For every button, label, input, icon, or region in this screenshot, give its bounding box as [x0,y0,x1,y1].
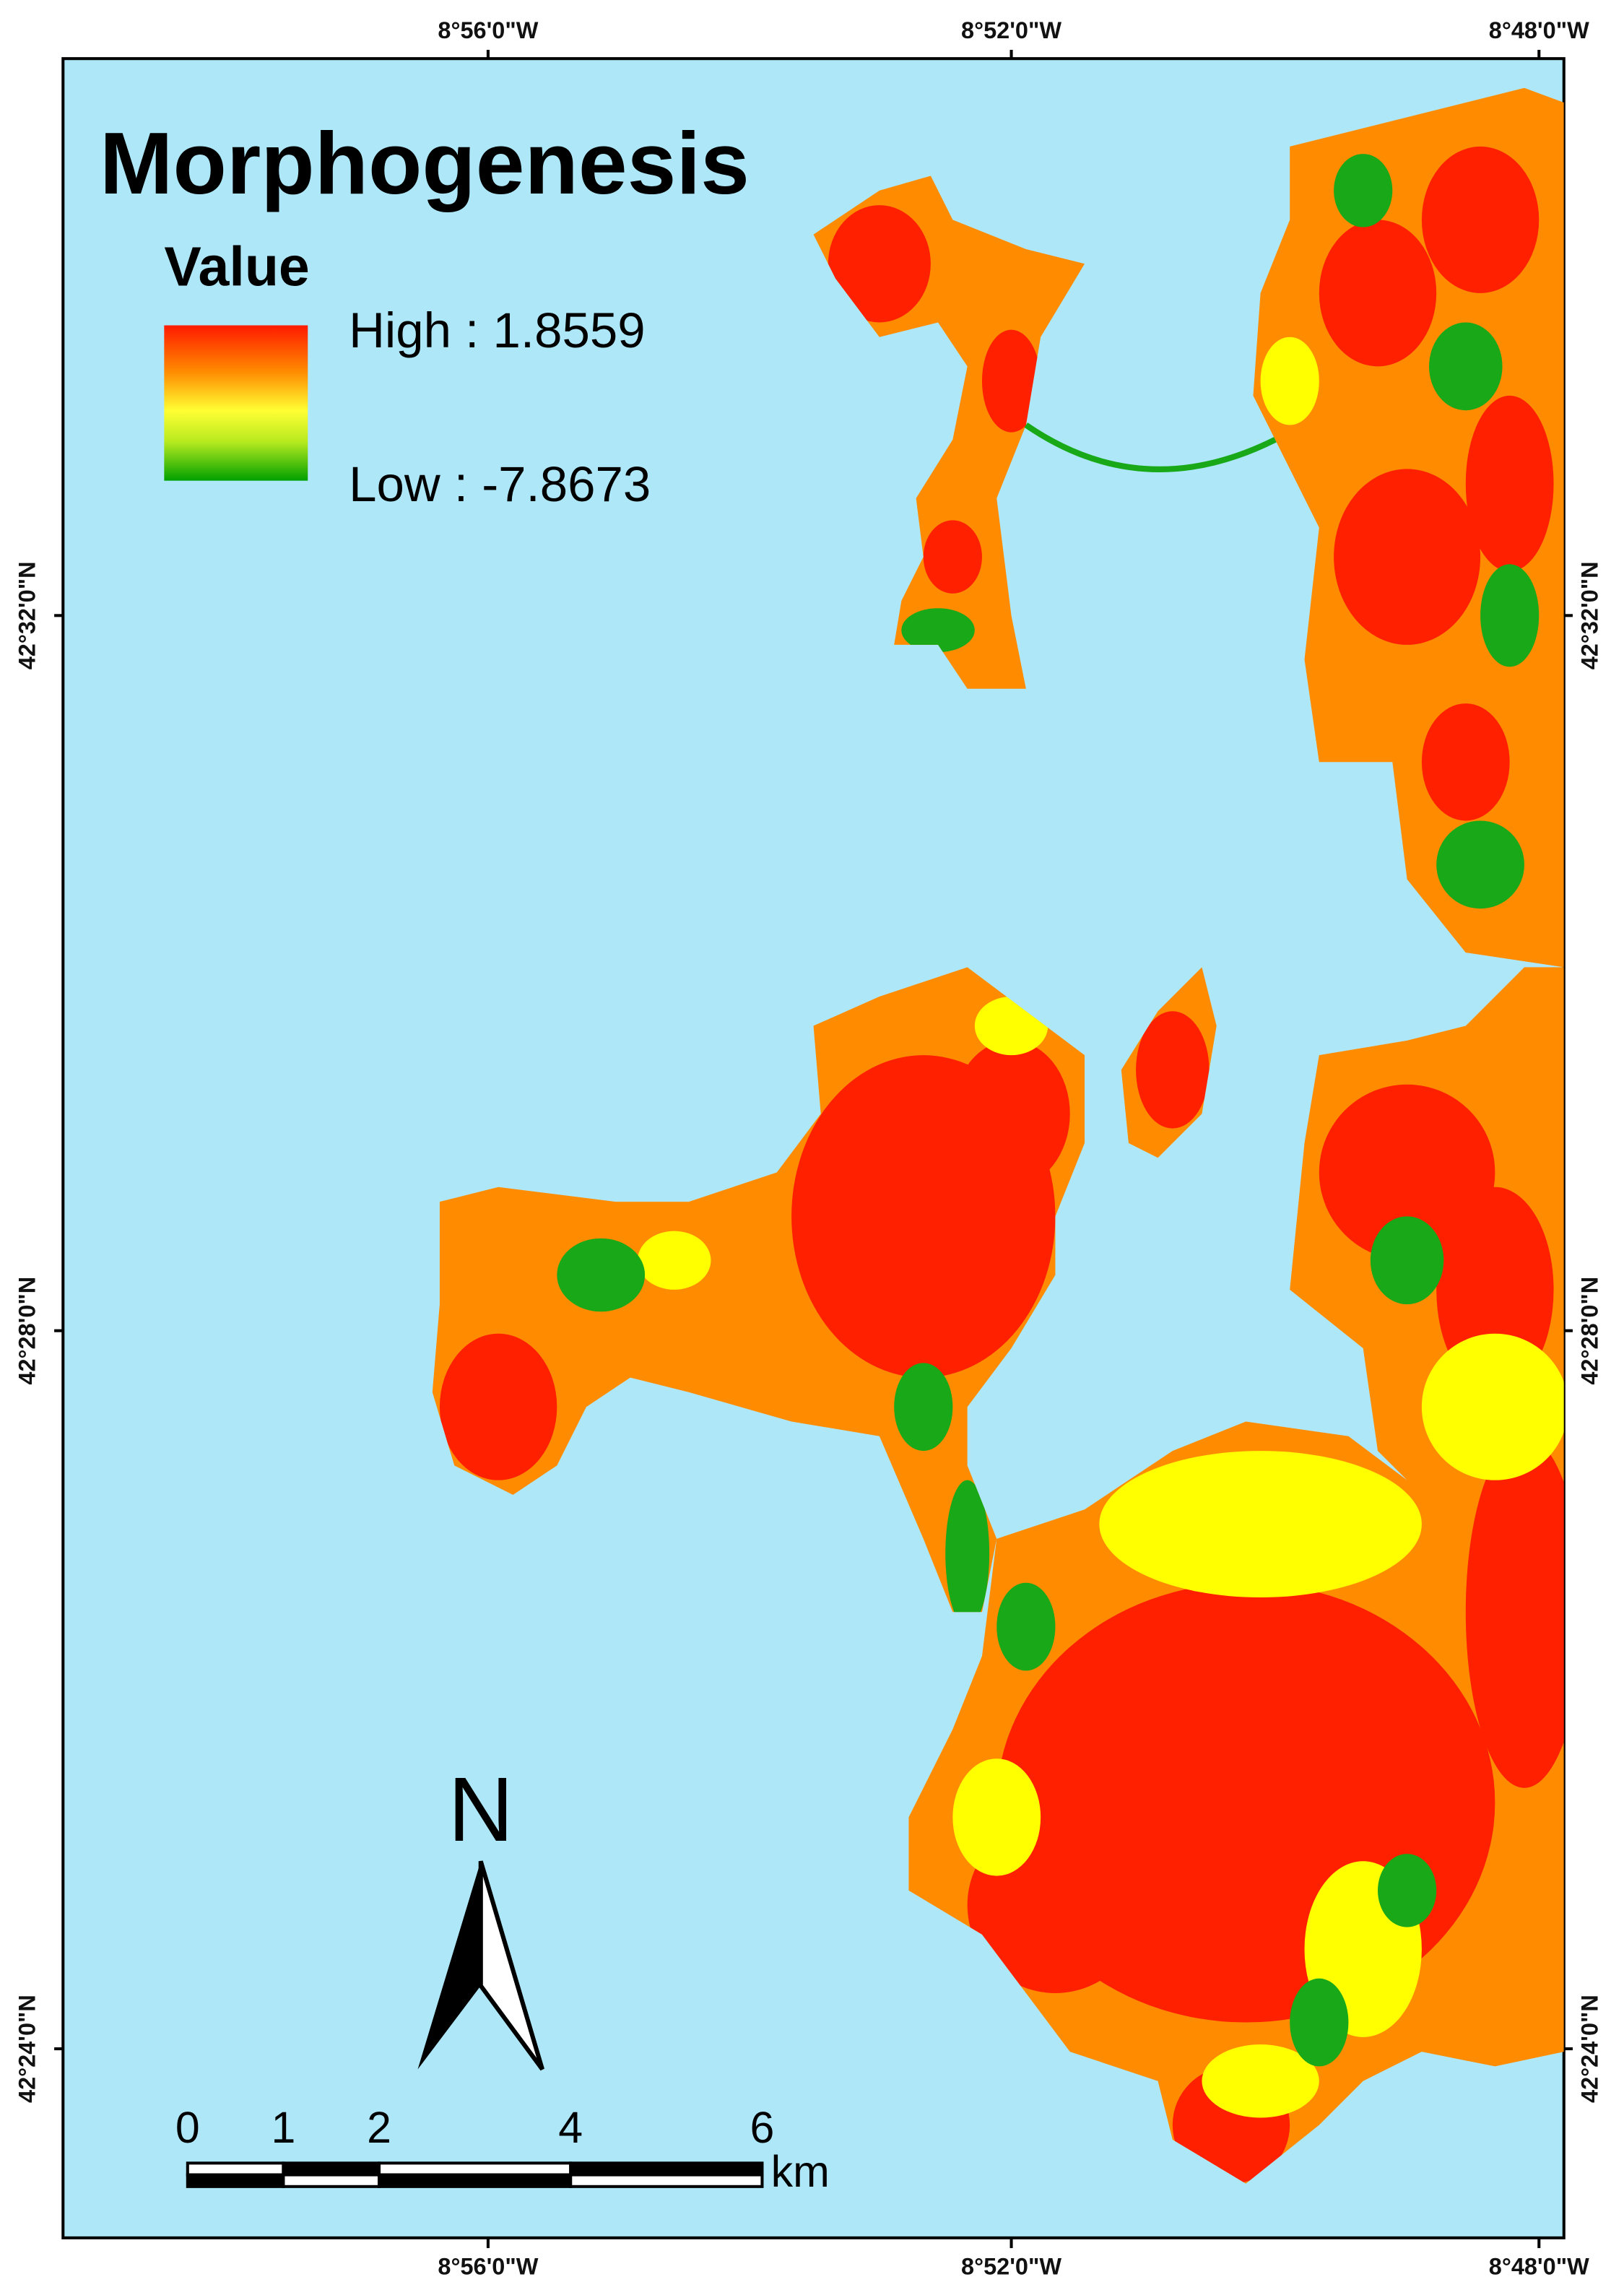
scale-segment [569,2161,764,2177]
arrow-right [478,1860,544,2071]
latitude-label: 42°32'0"N [14,561,40,669]
longitude-label: 8°48'0"W [1489,2254,1589,2280]
longitude-label: 8°48'0"W [1489,17,1589,43]
legend-title: Value [164,236,310,298]
map-title: Morphogenesis [100,114,750,212]
latitude-label: 42°32'0"N [1576,561,1602,669]
latitude-label: 42°24'0"N [14,1995,40,2103]
latitude-label: 42°28'0"N [1576,1277,1602,1385]
scale-label: 0 [175,2103,200,2152]
longitude-label: 8°56'0"W [438,17,538,43]
legend-low: Low : -7.8673 [349,456,651,512]
scale-segment [282,2161,381,2177]
longitude-label: 8°56'0"W [438,2254,538,2280]
graticule-labels: 8°56'0"W 8°56'0"W 8°52'0"W 8°52'0"W 8°48'0"W… [14,17,1603,2280]
longitude-label: 8°52'0"W [961,17,1061,43]
legend-ramp [164,325,308,481]
bridge [1024,422,1277,472]
scale-segment [282,2173,381,2188]
scale-label: 2 [367,2103,391,2152]
scale-segment [186,2161,285,2177]
legend-high: High : 1.8559 [349,303,646,358]
scale-unit: km [771,2147,830,2196]
land [432,87,1564,2184]
high-patches [439,146,1564,2184]
scale-bar: 0 1 2 4 6km [175,2103,830,2196]
scale-label: 6 [750,2103,775,2152]
scale-label: 4 [558,2103,583,2152]
scale-segment [569,2173,764,2188]
longitude-label: 8°52'0"W [961,2254,1061,2280]
low-patches [557,154,1540,2067]
scale-segment [186,2173,285,2188]
latitude-label: 42°24'0"N [1576,1995,1602,2103]
scale-segment [377,2173,573,2188]
north-label: N [448,1758,513,1860]
scale-label: 1 [271,2103,295,2152]
latitude-label: 42°28'0"N [14,1277,40,1385]
scale-segment [377,2161,573,2177]
